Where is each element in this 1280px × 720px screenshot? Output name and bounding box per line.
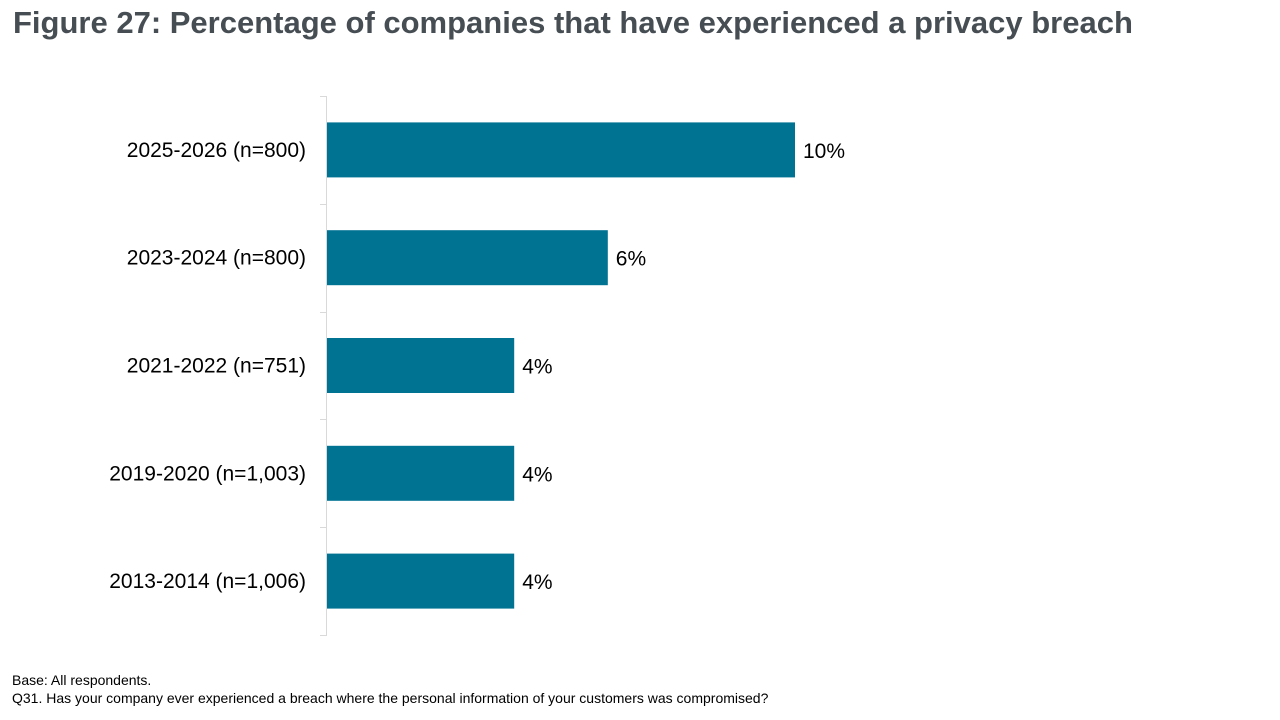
bars-layer <box>327 122 795 609</box>
category-label: 2021-2022 (n=751) <box>127 355 306 378</box>
bar <box>327 553 515 609</box>
data-label: 4% <box>522 463 552 486</box>
category-label: 2019-2020 (n=1,003) <box>109 462 306 485</box>
footnotes: Base: All respondents. Q31. Has your com… <box>12 671 768 707</box>
data-label: 10% <box>803 140 845 163</box>
category-label: 2025-2026 (n=800) <box>127 139 306 162</box>
category-label: 2023-2024 (n=800) <box>127 247 306 270</box>
question-note: Q31. Has your company ever experienced a… <box>12 690 769 706</box>
bar <box>327 122 795 178</box>
data-label: 4% <box>522 356 552 379</box>
bar <box>327 230 608 286</box>
base-note: Base: All respondents. <box>12 672 152 688</box>
axis-layer <box>320 96 327 636</box>
data-label: 4% <box>522 571 552 594</box>
labels-layer: 2025-2026 (n=800) 10% 2023-2024 (n=800) 6% 2… <box>109 139 845 594</box>
chart-title: Figure 27: Percentage of companies that … <box>13 5 1133 40</box>
category-label: 2013-2014 (n=1,006) <box>109 570 306 593</box>
data-label: 6% <box>616 248 646 271</box>
bar <box>327 338 515 393</box>
bar <box>327 445 515 501</box>
